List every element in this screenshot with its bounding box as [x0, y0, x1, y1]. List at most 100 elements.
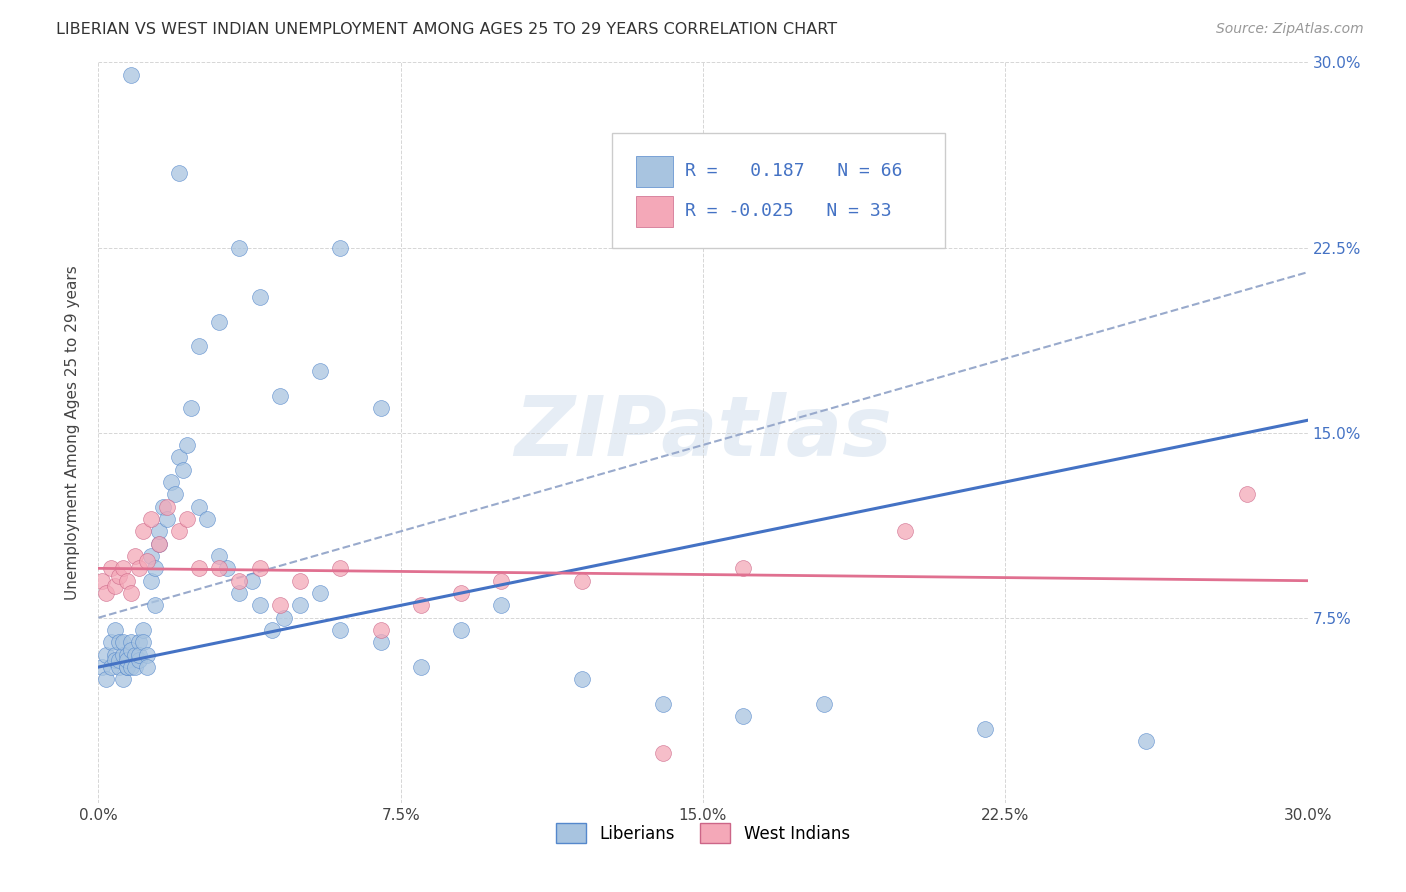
Point: [571, 673, 593, 687]
Point: [269, 388, 291, 402]
Point: [100, 660, 122, 674]
Bar: [637, 195, 672, 227]
Point: [148, 536, 170, 550]
Point: [111, 635, 134, 649]
Point: [139, 512, 162, 526]
Point: [148, 536, 170, 550]
Point: [103, 579, 125, 593]
Text: ZIPatlas: ZIPatlas: [515, 392, 891, 473]
Point: [156, 500, 179, 514]
Point: [571, 574, 593, 588]
Point: [167, 166, 190, 180]
Point: [228, 240, 250, 255]
Point: [188, 339, 211, 353]
Text: R = -0.025   N = 33: R = -0.025 N = 33: [685, 202, 891, 220]
Point: [100, 635, 122, 649]
Point: [1236, 487, 1258, 501]
Point: [148, 524, 170, 539]
Point: [228, 586, 250, 600]
Point: [124, 660, 146, 674]
FancyBboxPatch shape: [613, 133, 945, 247]
Point: [329, 623, 352, 637]
Point: [1135, 734, 1157, 748]
Text: R =   0.187   N = 66: R = 0.187 N = 66: [685, 162, 903, 180]
Point: [96, 673, 118, 687]
Point: [100, 561, 122, 575]
Point: [124, 648, 146, 662]
Point: [176, 438, 198, 452]
Point: [450, 623, 472, 637]
Point: [156, 512, 179, 526]
Point: [491, 574, 513, 588]
Point: [120, 642, 142, 657]
Point: [132, 635, 155, 649]
Point: [103, 653, 125, 667]
Point: [188, 500, 211, 514]
Point: [160, 475, 183, 489]
Point: [813, 697, 835, 711]
Point: [111, 561, 134, 575]
Point: [167, 450, 190, 465]
Point: [974, 722, 997, 736]
Point: [120, 68, 142, 82]
Point: [309, 586, 332, 600]
Point: [115, 574, 138, 588]
Point: [115, 660, 138, 674]
Point: [107, 660, 129, 674]
Point: [188, 561, 211, 575]
Point: [208, 314, 231, 328]
Point: [143, 599, 166, 613]
Point: [128, 561, 150, 575]
Point: [167, 524, 190, 539]
Point: [370, 635, 392, 649]
Text: Source: ZipAtlas.com: Source: ZipAtlas.com: [1216, 22, 1364, 37]
Point: [260, 623, 283, 637]
Point: [273, 610, 295, 624]
Point: [91, 660, 114, 674]
Point: [128, 635, 150, 649]
Point: [115, 653, 138, 667]
Bar: [637, 156, 672, 186]
Point: [103, 648, 125, 662]
Point: [172, 462, 194, 476]
Point: [208, 561, 231, 575]
Y-axis label: Unemployment Among Ages 25 to 29 years: Unemployment Among Ages 25 to 29 years: [65, 265, 80, 600]
Point: [249, 599, 271, 613]
Point: [269, 599, 291, 613]
Point: [733, 561, 755, 575]
Point: [128, 653, 150, 667]
Point: [132, 524, 155, 539]
Point: [107, 653, 129, 667]
Point: [96, 586, 118, 600]
Point: [651, 747, 673, 761]
Point: [124, 549, 146, 563]
Point: [128, 648, 150, 662]
Point: [120, 660, 142, 674]
Point: [217, 561, 239, 575]
Point: [195, 512, 218, 526]
Point: [180, 401, 202, 415]
Point: [491, 599, 513, 613]
Point: [139, 574, 162, 588]
Point: [329, 561, 352, 575]
Point: [115, 648, 138, 662]
Point: [329, 240, 352, 255]
Point: [96, 648, 118, 662]
Point: [103, 623, 125, 637]
Point: [111, 673, 134, 687]
Point: [249, 290, 271, 304]
Point: [132, 623, 155, 637]
Point: [651, 697, 673, 711]
Point: [228, 574, 250, 588]
Point: [135, 554, 157, 568]
Point: [115, 660, 138, 674]
Point: [249, 561, 271, 575]
Point: [139, 549, 162, 563]
Point: [409, 660, 432, 674]
Point: [152, 500, 174, 514]
Point: [107, 635, 129, 649]
Point: [409, 599, 432, 613]
Point: [288, 599, 311, 613]
Point: [370, 623, 392, 637]
Point: [163, 487, 186, 501]
